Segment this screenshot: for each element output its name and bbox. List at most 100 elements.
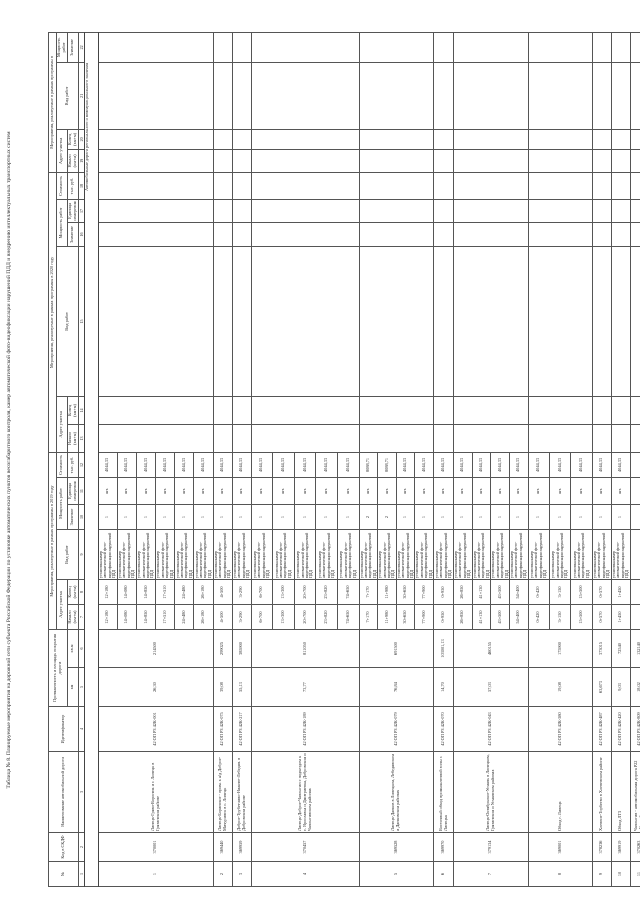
empty-cell-col-15	[611, 246, 631, 397]
segment-work-type: установка камер автоматической фото- вид…	[549, 529, 571, 580]
segment-work-type: установка камер автоматической фото- вид…	[472, 529, 491, 580]
segment-value: 1	[592, 504, 612, 530]
segment-cost: 4044,33	[509, 452, 529, 478]
segment-cost: 4044,33	[155, 452, 175, 478]
road-area-sqm: 72540	[611, 629, 631, 668]
empty-cell-col-13	[528, 424, 593, 453]
segment-cost: 4044,33	[592, 452, 612, 478]
road-number: 8	[528, 861, 593, 887]
table-header: № Код в СКДФ Наименование автомобильной …	[48, 32, 99, 887]
header-length-area: Протяженность и площадь покрытия дороги	[48, 629, 68, 707]
empty-cell-col-16	[630, 222, 640, 247]
header-rub-2019: тыс. руб.	[67, 452, 79, 478]
segment-start: 26+850	[453, 604, 473, 630]
segment-unit: шт.	[414, 477, 434, 505]
road-code: 369001	[528, 832, 593, 862]
empty-cell-col-18	[592, 172, 612, 200]
empty-cell-col-15	[528, 246, 593, 397]
segment-work-type: установка камер автоматической фото- вид…	[136, 529, 156, 580]
segment-work-type: установка камер автоматической фото- вид…	[592, 529, 612, 580]
road-area-sqm: 103001,13	[433, 629, 454, 668]
segment-unit: шт.	[117, 477, 137, 505]
empty-cell-col-15	[232, 246, 252, 397]
empty-cell-col-14	[98, 396, 214, 425]
empty-cell-col-22	[630, 32, 640, 63]
segment-work-type: установка камер автоматической фото- вид…	[377, 529, 397, 580]
empty-cell-col-16	[232, 222, 252, 247]
segment-unit: шт.	[396, 477, 415, 505]
road-area-sqm: 385900	[232, 629, 252, 668]
segment-end: 23+820	[315, 579, 338, 605]
empty-cell-col-13	[592, 424, 612, 453]
empty-cell-col-17	[592, 199, 612, 223]
empty-cell-col-14	[213, 396, 233, 425]
segment-start: 12+180	[98, 604, 118, 630]
road-length-km: 39,08	[213, 667, 233, 707]
empty-cell-col-19	[453, 149, 529, 173]
empty-cell-col-19	[528, 149, 593, 173]
empty-cell-col-13	[630, 424, 640, 453]
segment-end: 15+500	[570, 579, 593, 605]
segment-value: 1	[453, 504, 473, 530]
segment-cost: 4044,33	[136, 452, 156, 478]
table-row: 6 369970 Восточный обход промышленной зоны…	[433, 32, 454, 887]
road-length-km: 9,03	[611, 667, 631, 707]
segment-value: 1	[337, 504, 360, 530]
segment-unit: шт.	[337, 477, 360, 505]
segment-work-type: установка камер автоматической фото- вид…	[337, 529, 360, 580]
road-name: Доброе-Трубетчино-Нижнее-Лебедян. в Добр…	[232, 751, 252, 833]
road-name: Восточный обход промышленной зоны г. Лип…	[433, 751, 454, 833]
segment-end: 24+480	[174, 579, 194, 605]
segment-unit: шт.	[472, 477, 491, 505]
road-code: 370001	[98, 832, 214, 862]
empty-cell-col-22	[453, 32, 529, 63]
road-number: 7	[453, 861, 529, 887]
empty-cell-col-22	[359, 32, 434, 63]
empty-cell-col-20	[359, 129, 434, 150]
empty-cell-col-15	[630, 246, 640, 397]
empty-cell-col-19	[359, 149, 434, 173]
empty-cell-col-17	[528, 199, 593, 223]
empty-cell-col-16	[592, 222, 612, 247]
segment-work-type: установка камер автоматической фото- вид…	[251, 529, 273, 580]
header-capacity-2019: Мощность работ	[56, 477, 68, 530]
road-number: 5	[359, 861, 434, 887]
header-work-2019: Вид работ	[56, 529, 79, 580]
road-identifier: 42 ОП РЗ 42К-809	[630, 706, 640, 752]
segment-end: 3+290	[232, 579, 252, 605]
segment-unit: шт.	[359, 477, 378, 505]
segment-end: 3+150	[549, 579, 571, 605]
segment-end: 4+500	[213, 579, 233, 605]
empty-cell-col-20	[433, 129, 454, 150]
segment-start: 0+950	[433, 604, 454, 630]
road-length-km: 19,08	[528, 667, 593, 707]
segment-end: 13+300	[272, 579, 295, 605]
segment-end: 11+980	[377, 579, 397, 605]
road-code: 369970	[433, 832, 454, 862]
empty-cell-col-19	[611, 149, 631, 173]
empty-cell-col-21	[528, 62, 593, 130]
segment-end: 30+650	[396, 579, 415, 605]
road-name: Липецк-Боринское - прим. к а/д Доброе-Ми…	[213, 751, 233, 833]
empty-cell-col-16	[213, 222, 233, 247]
road-name: Хлевное-Торбеево в Хлевенском районе	[592, 751, 612, 833]
table-body: 1 370001 Липецк-Грязи-Воронеж и г. Липецк …	[98, 32, 640, 887]
segment-end: 1+450	[611, 579, 631, 605]
segment-start: 14+080	[117, 604, 137, 630]
road-code: 379134	[453, 832, 529, 862]
segment-work-type: установка камер автоматической фото- вид…	[509, 529, 529, 580]
empty-cell-col-17	[453, 199, 529, 223]
table-row: 1 370001 Липецк-Грязи-Воронеж и г. Липецк …	[98, 32, 214, 887]
empty-cell-col-18	[213, 172, 233, 200]
table-row: 11 370263 Чаплыгин - автомобильная дорога …	[630, 32, 640, 887]
empty-cell-col-18	[98, 172, 214, 200]
segment-start: 30+650	[396, 604, 415, 630]
header-2019: Мероприятия, реализуемые в рамках програ…	[48, 452, 57, 630]
header-work-2020: Вид работ	[56, 246, 79, 397]
segment-cost: 4044,33	[213, 452, 233, 478]
road-number: 2	[213, 861, 233, 887]
segment-end: 41+130	[472, 579, 491, 605]
empty-cell-col-13	[453, 424, 529, 453]
header-value-2020: Значение	[67, 222, 79, 247]
header-work-2021: Вид работ	[56, 62, 79, 130]
